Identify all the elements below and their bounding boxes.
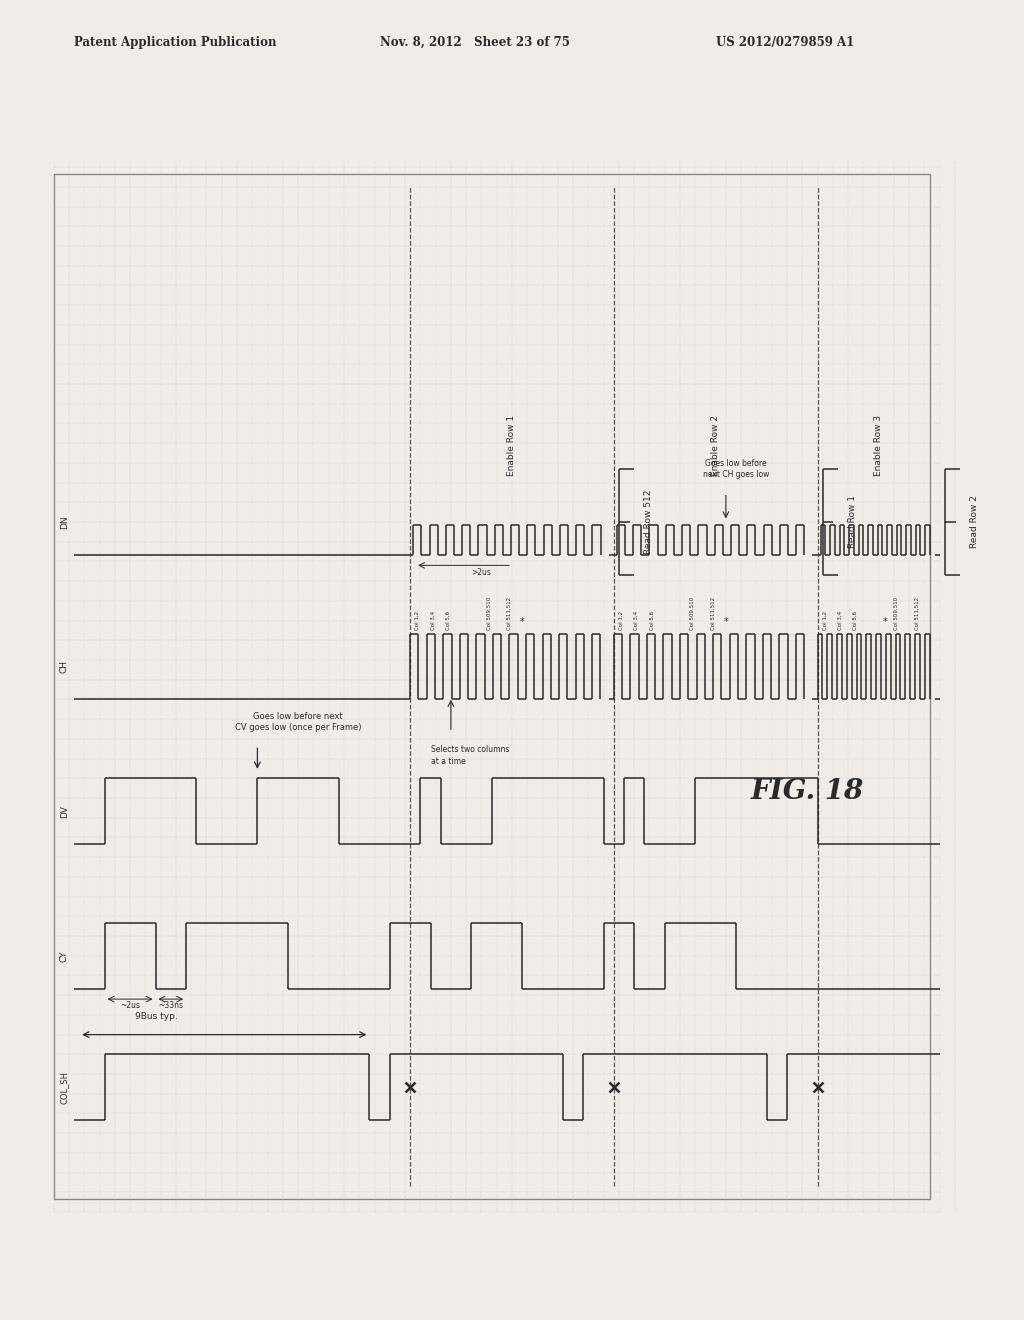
Text: US 2012/0279859 A1: US 2012/0279859 A1 (716, 36, 854, 49)
Text: Enable Row 1: Enable Row 1 (508, 414, 516, 477)
Text: Col 509,510: Col 509,510 (486, 597, 492, 630)
Text: Col 5,6: Col 5,6 (853, 611, 858, 630)
Text: CH: CH (60, 660, 69, 673)
Text: Col 509,510: Col 509,510 (690, 597, 695, 630)
Text: Col 509,510: Col 509,510 (894, 597, 899, 630)
Text: DN: DN (60, 515, 69, 529)
Text: Enable Row 3: Enable Row 3 (874, 414, 883, 477)
Text: Col 1,2: Col 1,2 (822, 611, 827, 630)
Text: *: * (520, 618, 524, 627)
Text: ~33ns: ~33ns (159, 1002, 183, 1010)
Text: Col 5,6: Col 5,6 (445, 611, 451, 630)
Text: COL_SH: COL_SH (60, 1071, 69, 1104)
Text: Goes low before
next CH goes low: Goes low before next CH goes low (702, 459, 769, 479)
Text: ~2us: ~2us (120, 1002, 140, 1010)
Text: Col 511,512: Col 511,512 (914, 597, 920, 630)
Text: DV: DV (60, 805, 69, 817)
Text: Col 5,6: Col 5,6 (649, 611, 654, 630)
Text: Read Row 2: Read Row 2 (971, 495, 979, 548)
Text: Col 511,512: Col 511,512 (507, 597, 512, 630)
Text: FIG. 18: FIG. 18 (751, 777, 864, 805)
Text: *: * (883, 618, 887, 627)
Text: *: * (724, 618, 728, 627)
Text: Nov. 8, 2012   Sheet 23 of 75: Nov. 8, 2012 Sheet 23 of 75 (380, 36, 569, 49)
Text: 9Bus typ.: 9Bus typ. (135, 1012, 178, 1022)
Text: >2us: >2us (471, 568, 492, 577)
Text: Col 3,4: Col 3,4 (430, 611, 435, 630)
Text: Col 1,2: Col 1,2 (416, 611, 420, 630)
Text: Selects two columns
at a time: Selects two columns at a time (430, 746, 509, 766)
Text: Read Row 512: Read Row 512 (644, 490, 653, 554)
Text: Patent Application Publication: Patent Application Publication (74, 36, 276, 49)
Text: Col 3,4: Col 3,4 (634, 611, 639, 630)
Text: Goes low before next
CV goes low (once per Frame): Goes low before next CV goes low (once p… (234, 713, 361, 733)
Text: Col 511,512: Col 511,512 (711, 597, 716, 630)
Text: Read Row 1: Read Row 1 (848, 495, 857, 549)
Text: Col 3,4: Col 3,4 (838, 611, 843, 630)
Text: Col 1,2: Col 1,2 (618, 611, 624, 630)
Text: Enable Row 2: Enable Row 2 (712, 414, 720, 477)
Bar (53, 174, 930, 1199)
Text: CY: CY (60, 950, 69, 961)
